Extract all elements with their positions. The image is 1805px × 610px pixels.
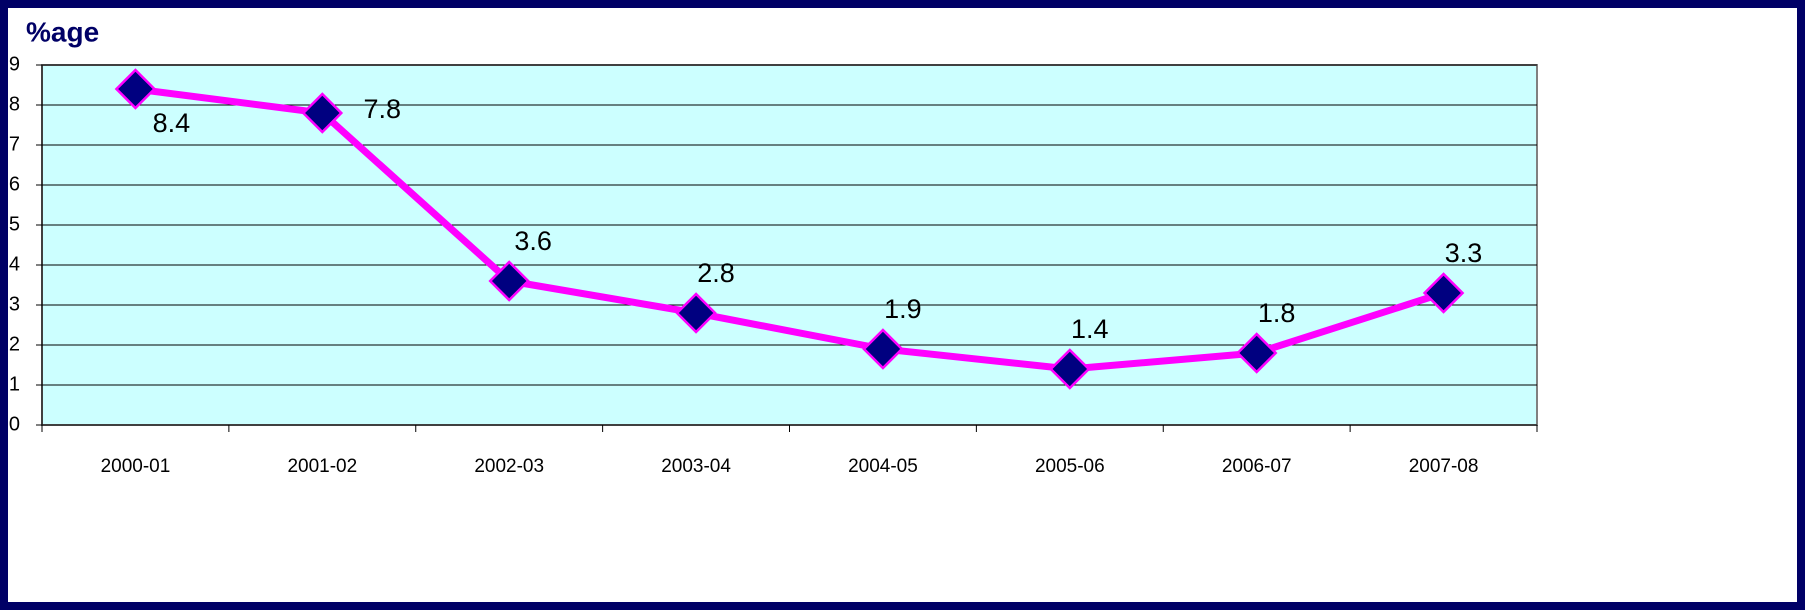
data-label: 8.4 (153, 108, 191, 138)
y-tick-label: 4 (9, 253, 20, 275)
data-line (134, 85, 1445, 373)
data-marker (301, 92, 344, 134)
data-marker (114, 68, 157, 110)
x-tick-label: 2003-04 (661, 456, 731, 477)
y-tick-label: 0 (9, 413, 20, 435)
plot-area (41, 64, 1538, 426)
data-label: 1.9 (884, 294, 922, 324)
chart-title: %age (26, 16, 99, 47)
data-marker (675, 292, 717, 334)
x-tick-label: 2000-01 (101, 456, 171, 477)
y-tick-label: 3 (9, 293, 20, 315)
x-tick-label: 2006-07 (1222, 456, 1292, 477)
y-tick-label: 9 (9, 53, 20, 75)
y-tick-label: 1 (9, 373, 20, 395)
data-marker (862, 328, 904, 370)
y-tick-label: 6 (9, 173, 20, 195)
y-tick-label: 8 (9, 93, 20, 115)
x-tick-label: 2002-03 (474, 456, 544, 477)
data-label: 2.8 (697, 258, 735, 288)
data-marker (1235, 332, 1278, 374)
data-label: 7.8 (364, 94, 402, 124)
x-tick-label: 2007-08 (1409, 456, 1479, 477)
y-tick-label: 7 (9, 133, 20, 155)
data-marker (1049, 348, 1091, 390)
data-label: 3.6 (514, 226, 552, 256)
x-tick-label: 2004-05 (848, 456, 918, 477)
data-marker (1422, 272, 1465, 314)
x-tick-label: 2005-06 (1035, 456, 1105, 477)
data-label: 1.8 (1258, 298, 1296, 328)
data-label: 3.3 (1445, 238, 1483, 268)
y-tick-label: 5 (9, 213, 20, 235)
data-label: 1.4 (1071, 314, 1109, 344)
data-marker (488, 260, 530, 302)
y-tick-label: 2 (9, 333, 20, 355)
x-tick-label: 2001-02 (287, 456, 357, 477)
